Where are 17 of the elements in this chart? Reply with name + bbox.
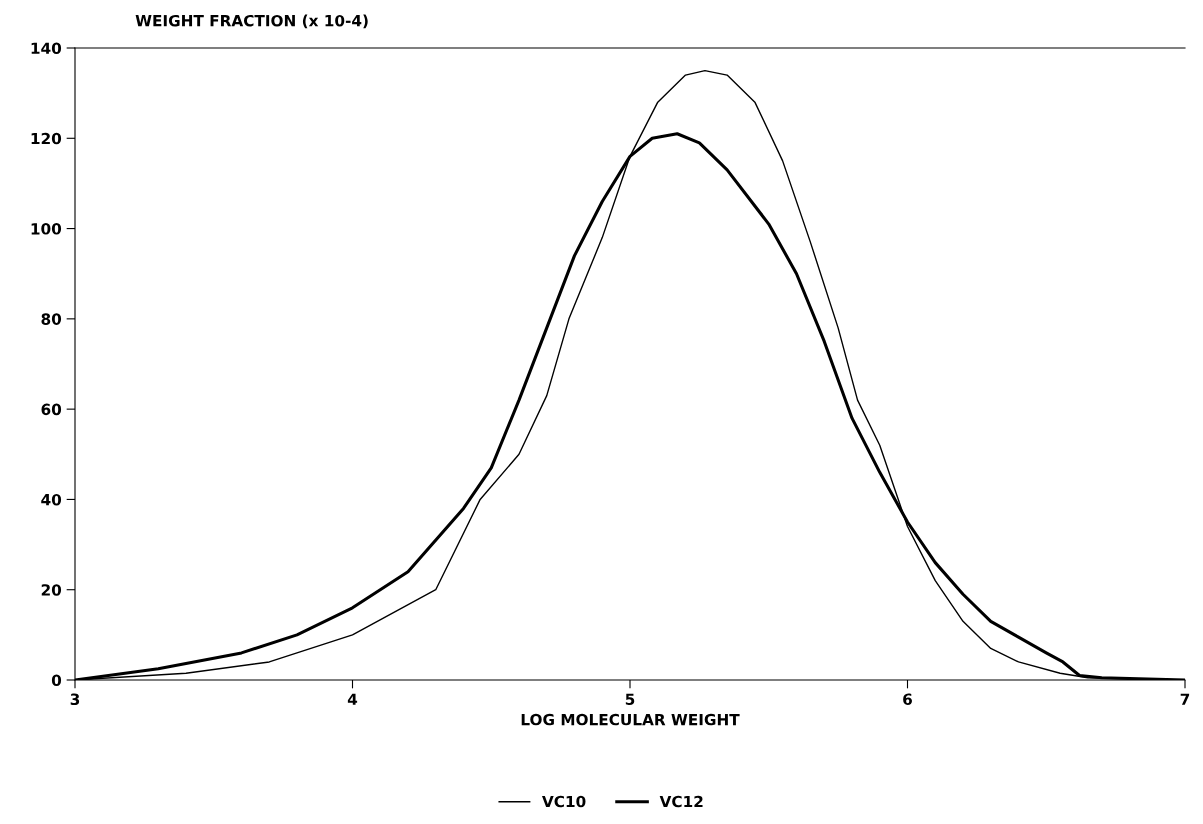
- x-tick-label: 7: [1180, 693, 1190, 705]
- x-axis-title: LOG MOLECULAR WEIGHT: [521, 713, 740, 726]
- x-tick-label: 4: [347, 693, 358, 705]
- y-tick-label: 120: [31, 132, 62, 145]
- y-tick-label: 0: [51, 674, 62, 687]
- y-tick-label: 40: [41, 493, 62, 506]
- x-tick-label: 5: [625, 693, 635, 706]
- y-tick-label: 80: [41, 313, 62, 325]
- chart-title: WEIGHT FRACTION (x 10-4): [135, 14, 368, 29]
- y-tick-label: 140: [31, 42, 62, 55]
- legend-label: VC10: [542, 795, 586, 808]
- x-tick-label: 6: [903, 693, 912, 706]
- x-tick-label: 3: [70, 693, 80, 706]
- y-tick-label: 20: [41, 584, 62, 596]
- y-tick-label: 60: [41, 403, 62, 416]
- y-tick-label: 100: [31, 223, 62, 235]
- legend-label: VC12: [659, 795, 703, 808]
